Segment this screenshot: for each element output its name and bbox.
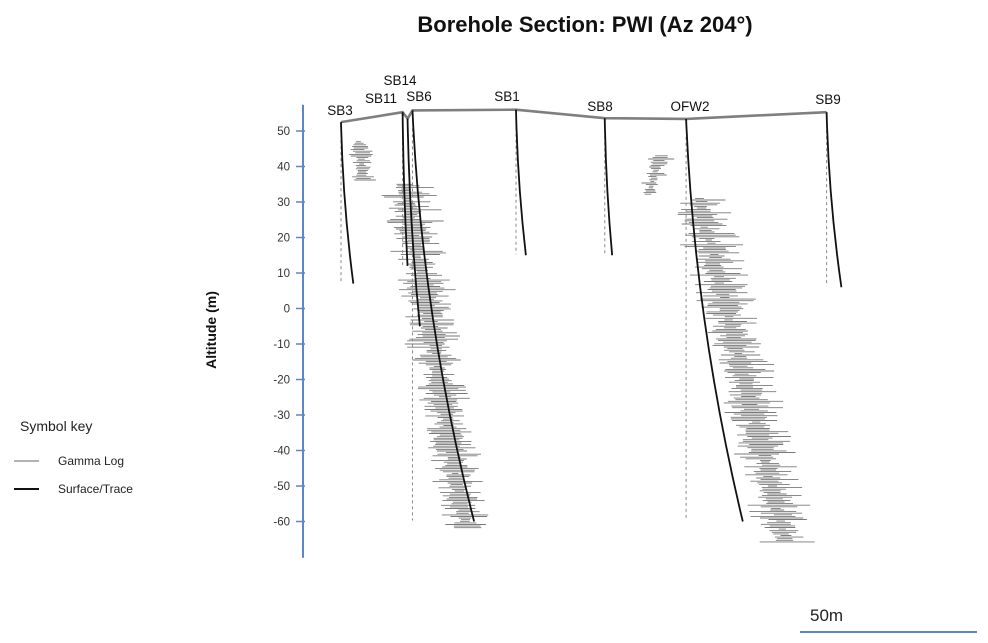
trace-sb11 (401, 112, 409, 266)
y-axis-label: Altitude (m) (203, 291, 219, 369)
borehole-label-sb6: SB6 (406, 89, 432, 104)
gamma-log-ofw2-gamma-upper- (641, 155, 675, 195)
trace-sb6 (411, 110, 475, 522)
legend-trace-label: Surface/Trace (58, 482, 133, 496)
gamma-log-sb11-sb6-gamma (381, 183, 489, 529)
y-tick-label: 0 (284, 304, 290, 316)
chart-title: Borehole Section: PWI (Az 204°) (417, 12, 752, 37)
borehole-label-sb11: SB11 (365, 91, 397, 106)
y-tick-label: -10 (273, 339, 290, 351)
trace-sb3 (340, 122, 355, 284)
gamma-log-ofw2-gamma (677, 197, 815, 543)
gamma-log-sb3-gamma-upper- (349, 141, 376, 181)
gamma-logs (349, 141, 815, 543)
collar-verticals (340, 127, 828, 521)
trace-sb1 (515, 109, 527, 256)
borehole-label-sb1: SB1 (494, 89, 520, 104)
trace-sb14 (406, 118, 421, 327)
scale-label: 50m (810, 606, 843, 625)
y-tick-label: 40 (277, 162, 290, 174)
y-tick-label: -50 (273, 481, 290, 493)
legend-title: Symbol key (20, 418, 92, 434)
y-tick-label: 30 (277, 197, 290, 209)
y-tick-label: -40 (273, 446, 290, 458)
y-tick-label: -60 (273, 517, 290, 529)
y-tick-label: 50 (277, 126, 290, 138)
trace-sb9 (825, 112, 843, 288)
borehole-label-sb14: SB14 (383, 73, 417, 88)
y-tick-label: 10 (277, 268, 290, 280)
borehole-traces (340, 109, 843, 522)
borehole-label-sb3: SB3 (327, 103, 353, 118)
y-axis: 50 40 30 20 10 0 -10 -20 -30 -40 -50 -60 (273, 104, 305, 558)
borehole-label-sb9: SB9 (815, 92, 841, 107)
y-tick-label: -30 (273, 410, 290, 422)
y-tick-label: -20 (273, 375, 290, 387)
scale-bar: 50m (800, 606, 977, 633)
borehole-label-ofw2: OFW2 (671, 99, 710, 114)
y-tick-label: 20 (277, 233, 290, 245)
legend-gamma-label: Gamma Log (58, 454, 124, 468)
trace-ofw2 (685, 118, 744, 522)
symbol-key: Symbol key Gamma Log Surface/Trace (14, 418, 133, 496)
trace-sb8 (603, 118, 614, 256)
borehole-label-sb8: SB8 (587, 99, 613, 114)
